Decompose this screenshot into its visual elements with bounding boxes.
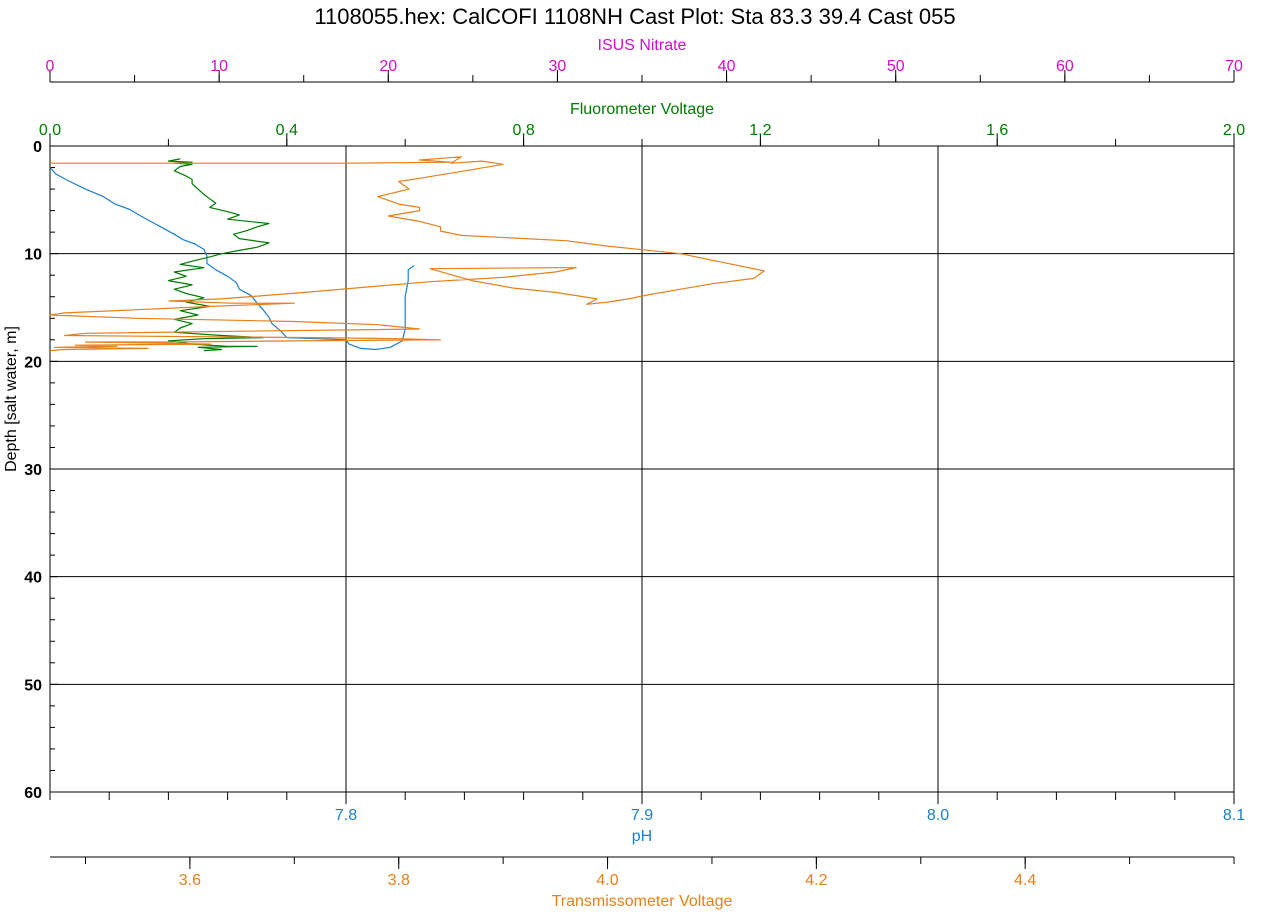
fluorometer-tick-label: 0.8 [512,122,534,139]
nitrate-tick-label: 30 [549,58,567,75]
fluorometer-axis-label: Fluorometer Voltage [570,101,714,118]
depth-tick-label: 50 [24,677,42,694]
fluorometer-tick-label: 0.0 [39,122,61,139]
transmissometer-series-line [49,156,765,352]
nitrate-tick-label: 70 [1225,58,1243,75]
transmissometer-tick-label: 4.4 [1014,872,1036,889]
depth-axis-label: Depth [salt water, m] [3,326,20,472]
transmissometer-tick-label: 4.0 [596,872,618,889]
transmissometer-tick-label: 3.8 [388,872,410,889]
nitrate-tick-label: 50 [887,58,905,75]
transmissometer-tick-label: 3.6 [179,872,201,889]
nitrate-tick-label: 0 [46,58,55,75]
nitrate-tick-label: 20 [379,58,397,75]
depth-tick-label: 0 [33,139,42,156]
ph-series-line [49,167,415,351]
nitrate-tick-label: 60 [1056,58,1074,75]
nitrate-tick-label: 10 [210,58,228,75]
depth-tick-label: 40 [24,570,42,587]
fluorometer-tick-label: 2.0 [1223,122,1245,139]
transmissometer-axis-label: Transmissometer Voltage [552,893,733,910]
ph-tick-label: 8.0 [927,807,949,824]
ph-tick-label: 7.8 [335,807,357,824]
nitrate-axis-label: ISUS Nitrate [598,37,687,54]
fluorometer-tick-label: 0.4 [276,122,298,139]
fluorometer-tick-label: 1.2 [749,122,771,139]
ph-tick-label: 7.9 [631,807,653,824]
fluorometer-series-line [167,158,270,352]
depth-tick-label: 20 [24,354,42,371]
ph-axis-label: pH [632,828,652,845]
ph-tick-label: 8.1 [1223,807,1245,824]
chart-title: 1108055.hex: CalCOFI 1108NH Cast Plot: S… [314,4,955,29]
transmissometer-tick-label: 4.2 [805,872,827,889]
depth-tick-label: 30 [24,462,42,479]
depth-tick-label: 10 [24,247,42,264]
nitrate-tick-label: 40 [718,58,736,75]
fluorometer-tick-label: 1.6 [986,122,1008,139]
depth-tick-label: 60 [24,785,42,802]
